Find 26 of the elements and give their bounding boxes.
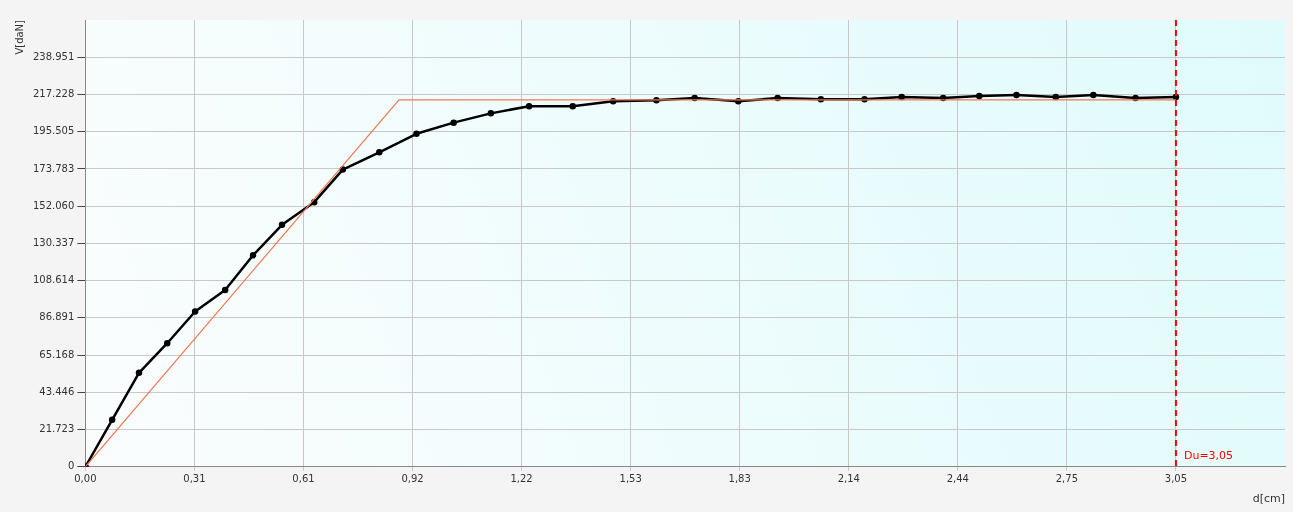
y-tick-label: 108.614 <box>32 274 75 286</box>
x-axis-title: d[cm] <box>1252 492 1285 506</box>
y-tick-label: 152.060 <box>32 199 75 211</box>
y-tick-label: 0 <box>67 460 75 472</box>
x-tick-label: 0,31 <box>183 473 206 485</box>
x-tick-label: 1,83 <box>728 473 751 485</box>
y-tick-label: 43.446 <box>39 385 75 397</box>
y-axis-title: V[daN] <box>13 19 25 55</box>
x-tick-label: 0,61 <box>292 473 315 485</box>
x-tick-label: 2,44 <box>946 473 969 485</box>
x-tick-label: 0,00 <box>74 473 97 485</box>
x-tick-label: 1,22 <box>510 473 533 485</box>
x-tick-label: 2,75 <box>1055 473 1079 485</box>
y-tick-label: 238.951 <box>32 50 75 62</box>
y-tick-label: 86.891 <box>39 311 75 323</box>
ref-line-label: Du=3,05 <box>1183 448 1234 462</box>
x-tick-label: 3,05 <box>1164 473 1188 485</box>
y-tick-label: 130.337 <box>32 236 75 248</box>
y-tick-label: 21.723 <box>39 423 75 435</box>
x-tick-label: 2,14 <box>837 473 860 485</box>
y-tick-label: 65.168 <box>39 348 75 360</box>
y-tick-label: 195.505 <box>32 125 75 137</box>
x-tick-label: 1,53 <box>619 473 642 485</box>
y-tick-label: 217.228 <box>32 88 75 100</box>
x-tick-label: 0,92 <box>401 473 424 485</box>
y-tick-label: 173.783 <box>32 162 75 174</box>
